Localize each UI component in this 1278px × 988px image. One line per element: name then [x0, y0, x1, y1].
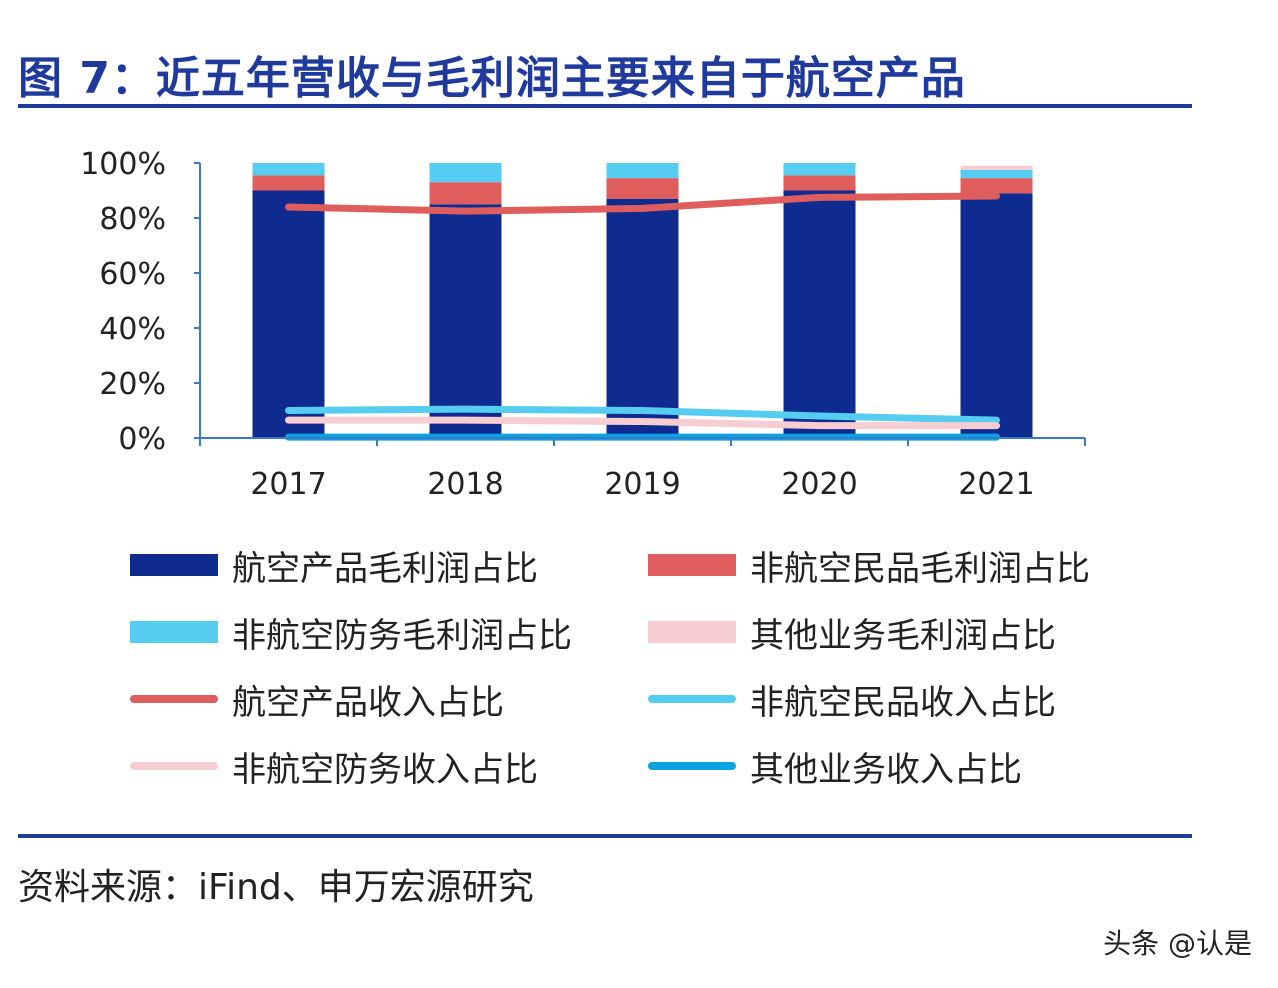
y-tick-label: 60% — [99, 257, 166, 292]
legend-label: 非航空民品毛利润占比 — [750, 548, 1090, 589]
legend-swatch — [130, 762, 218, 770]
x-tick-label: 2018 — [427, 467, 503, 502]
x-tick-label: 2017 — [250, 467, 326, 502]
stacked-bar-line-chart: 0% 20% 40% 60% 80% 100% 2017 2018 2019 2020 2021 — [80, 147, 1086, 502]
legend-label: 航空产品收入占比 — [232, 682, 504, 723]
legend-label: 非航空防务毛利润占比 — [232, 615, 572, 656]
bar-segment — [429, 163, 502, 183]
bar-segment — [606, 163, 679, 179]
legend-item: 航空产品收入占比 — [130, 674, 504, 724]
y-tick-label: 80% — [99, 202, 166, 237]
figure-title: 图 7：近五年营收与毛利润主要来自于航空产品 — [18, 53, 966, 104]
source-divider — [18, 834, 1192, 838]
legend-label: 非航空防务收入占比 — [232, 749, 538, 790]
legend-swatch — [130, 554, 218, 576]
chart-legend: 航空产品毛利润占比 非航空民品毛利润占比非航空防务毛利润占比 其他业务毛利润占比航空… — [130, 540, 1190, 810]
bar-segment — [252, 175, 325, 191]
bar-segment — [606, 198, 679, 438]
bar-segment — [783, 175, 856, 191]
bar-segment — [429, 204, 502, 438]
legend-label: 航空产品毛利润占比 — [232, 548, 538, 589]
series-line — [285, 416, 1000, 430]
legend-label: 其他业务收入占比 — [750, 749, 1022, 790]
x-tick-label: 2021 — [958, 467, 1034, 502]
legend-swatch — [648, 554, 736, 576]
series-line — [285, 192, 1000, 215]
bar-segment — [606, 178, 679, 199]
legend-item: 其他业务收入占比 — [648, 741, 1022, 791]
source-note: 资料来源：iFind、申万宏源研究 — [18, 867, 534, 908]
y-tick-label: 0% — [118, 422, 166, 457]
legend-swatch — [648, 621, 736, 643]
bar-segment — [783, 190, 856, 438]
legend-label: 非航空民品收入占比 — [750, 682, 1056, 723]
y-tick-label: 20% — [99, 367, 166, 402]
watermark: 头条 @认是 — [1103, 927, 1252, 960]
bar-segment — [429, 182, 502, 205]
bar-segment — [960, 165, 1033, 170]
bar-segment — [960, 169, 1033, 179]
bar-segment — [783, 163, 856, 176]
x-tick-label: 2020 — [781, 467, 857, 502]
legend-swatch — [648, 762, 736, 770]
title-divider — [18, 104, 1192, 108]
legend-item: 非航空民品毛利润占比 — [648, 540, 1090, 590]
bar-segment — [252, 190, 325, 438]
bar-segment — [960, 193, 1033, 438]
legend-swatch — [130, 621, 218, 643]
legend-item: 其他业务毛利润占比 — [648, 607, 1056, 657]
bar-segment — [252, 163, 325, 176]
legend-swatch — [648, 695, 736, 703]
legend-item: 非航空防务收入占比 — [130, 741, 538, 791]
legend-item: 非航空民品收入占比 — [648, 674, 1056, 724]
legend-item: 航空产品毛利润占比 — [130, 540, 538, 590]
x-tick-label: 2019 — [604, 467, 680, 502]
legend-label: 其他业务毛利润占比 — [750, 615, 1056, 656]
bar-segment — [960, 178, 1033, 194]
legend-swatch — [130, 695, 218, 703]
series-line — [285, 405, 1000, 424]
y-tick-label: 100% — [80, 147, 166, 182]
y-tick-label: 40% — [99, 312, 166, 347]
legend-item: 非航空防务毛利润占比 — [130, 607, 572, 657]
